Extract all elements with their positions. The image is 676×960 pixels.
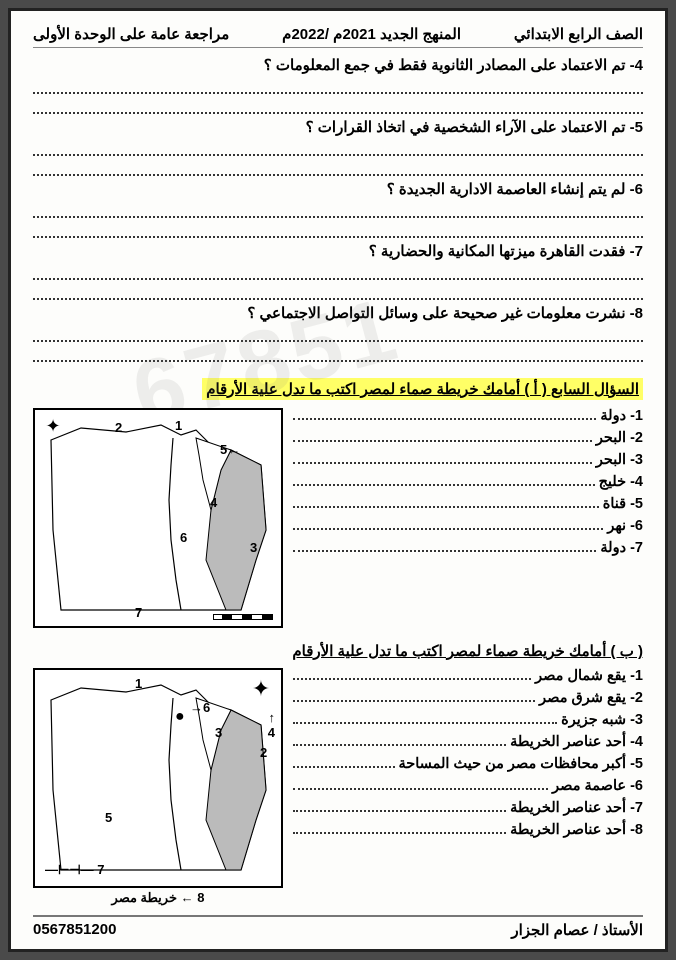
map-num-2: 2	[260, 745, 267, 760]
list-item: 8- أحد عناصر الخريطة	[293, 822, 643, 838]
list-item: 3- البحر	[293, 452, 643, 468]
list-item: 7- دولة	[293, 540, 643, 556]
list-item: 2- يقع شرق مصر	[293, 690, 643, 706]
answer-line	[33, 76, 643, 94]
map-num-4: 4	[210, 495, 217, 510]
phone-number: 0567851200	[33, 921, 116, 939]
question-7: 7- فقدت القاهرة ميزتها المكانية والحضاري…	[33, 242, 643, 260]
list-item: 5- أكبر محافظات مصر من حيث المساحة	[293, 756, 643, 772]
list-item: 3- شبه جزيرة	[293, 712, 643, 728]
list-item: 6- نهر	[293, 518, 643, 534]
worksheet-page: 67851 الصف الرابع الابتدائي المنهج الجدي…	[8, 8, 668, 952]
map-num-7: 7 —⊢⊣—	[45, 862, 105, 878]
list-item: 5- قناة	[293, 496, 643, 512]
answer-line	[33, 262, 643, 280]
map-num-4: ↑4	[268, 710, 275, 740]
map-num-1: 1	[175, 418, 182, 433]
q7a-row: 1- دولة 2- البحر 3- البحر 4- خليج 5- قنا…	[33, 408, 643, 628]
map-svg	[33, 670, 281, 888]
q7b-map-col: ✦ 1 2 3 ↑4 5 ● 6→ 7 —⊢⊣— 8 ← خريطة مصر	[33, 668, 283, 906]
list-item: 1- يقع شمال مصر	[293, 668, 643, 684]
list-item: 1- دولة	[293, 408, 643, 424]
compass-icon: ✦	[249, 676, 273, 700]
q7-title: السؤال السابع ( أ ) أمامك خريطة صماء لمص…	[202, 378, 643, 400]
question-5: 5- تم الاعتماد على الآراء الشخصية في اتخ…	[33, 118, 643, 136]
map-num-5: 5	[105, 810, 112, 825]
list-item: 4- خليج	[293, 474, 643, 490]
answer-line	[33, 138, 643, 156]
answer-line	[33, 344, 643, 362]
header-center: المنهج الجديد 2021م /2022م	[282, 25, 461, 43]
question-4: 4- تم الاعتماد على المصادر الثانوية فقط …	[33, 56, 643, 74]
answer-line	[33, 200, 643, 218]
q7a-map-col: ✦ 1 2 3 4 ←5 6 7	[33, 408, 283, 628]
list-item: 7- أحد عناصر الخريطة	[293, 800, 643, 816]
q7b-list: 1- يقع شمال مصر 2- يقع شرق مصر 3- شبه جز…	[293, 668, 643, 844]
question-6: 6- لم يتم إنشاء العاصمة الادارية الجديدة…	[33, 180, 643, 198]
map-num-3: 3	[215, 725, 222, 740]
page-header: الصف الرابع الابتدائي المنهج الجديد 2021…	[33, 25, 643, 48]
map-num-6: ●	[175, 708, 185, 726]
map-num-2: 2	[115, 420, 122, 435]
q7b-title: ( ب ) أمامك خريطة صماء لمصر اكتب ما تدل …	[33, 642, 643, 660]
list-item: 2- البحر	[293, 430, 643, 446]
map-num-6: 6	[180, 530, 187, 545]
list-item: 6- عاصمة مصر	[293, 778, 643, 794]
list-item: 4- أحد عناصر الخريطة	[293, 734, 643, 750]
header-right: الصف الرابع الابتدائي	[514, 25, 643, 43]
map-num-7: 7	[135, 605, 142, 620]
map-num-5: ←5	[220, 442, 240, 457]
map-b-caption: 8 ← خريطة مصر	[33, 890, 283, 906]
map-svg	[33, 410, 281, 628]
top-questions: 4- تم الاعتماد على المصادر الثانوية فقط …	[33, 56, 643, 362]
header-left: مراجعة عامة على الوحدة الأولى	[33, 25, 229, 43]
page-footer: الأستاذ / عصام الجزار 0567851200	[33, 915, 643, 939]
q7a-list: 1- دولة 2- البحر 3- البحر 4- خليج 5- قنا…	[293, 408, 643, 562]
question-8: 8- نشرت معلومات غير صحيحة على وسائل التو…	[33, 304, 643, 322]
teacher-name: الأستاذ / عصام الجزار	[511, 921, 643, 939]
scale-bar	[213, 614, 273, 620]
map-num-3: 3	[250, 540, 257, 555]
answer-line	[33, 220, 643, 238]
compass-icon: ✦	[41, 416, 65, 440]
q7b-row: 1- يقع شمال مصر 2- يقع شرق مصر 3- شبه جز…	[33, 668, 643, 906]
egypt-map-a: ✦ 1 2 3 4 ←5 6 7	[33, 408, 283, 628]
answer-line	[33, 324, 643, 342]
egypt-map-b: ✦ 1 2 3 ↑4 5 ● 6→ 7 —⊢⊣—	[33, 668, 283, 888]
answer-line	[33, 282, 643, 300]
answer-line	[33, 158, 643, 176]
answer-line	[33, 96, 643, 114]
map-num-6-lbl: 6→	[190, 700, 210, 715]
map-num-1: 1	[135, 676, 142, 691]
